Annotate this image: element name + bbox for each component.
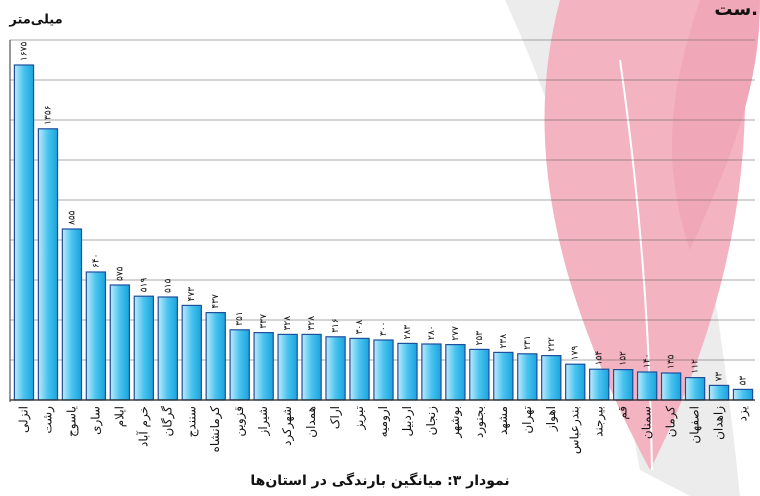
x-tick-label: ایلام xyxy=(112,406,126,427)
value-label: ۳۲۸ xyxy=(307,316,317,331)
value-label: ۵۷۵ xyxy=(115,266,125,281)
x-tick-label: مشهد xyxy=(496,406,510,435)
x-tick-label: سنندج xyxy=(184,406,198,437)
value-label: ۸۵۵ xyxy=(67,210,77,225)
value-label: ۱۳۵۶ xyxy=(43,105,53,125)
x-tick-label: اردبیل xyxy=(400,406,415,437)
value-label: ۱۱۲ xyxy=(691,359,701,374)
x-tick-label: گرگان xyxy=(160,406,175,437)
bar xyxy=(614,370,633,400)
header-fragment: ست. xyxy=(714,0,758,20)
bar xyxy=(254,333,273,400)
x-tick-label: کرمان xyxy=(664,406,679,438)
x-tick-label: ارومیه xyxy=(376,406,391,437)
x-tick-label: بوشهر xyxy=(448,406,463,439)
y-axis-label: میلی‌متر xyxy=(8,13,62,28)
value-label: ۱۳۵ xyxy=(667,354,677,369)
value-label: ۵۳ xyxy=(739,376,749,386)
value-label: ۳۳۷ xyxy=(259,314,269,329)
chart-title: نمودار ۳: میانگین بارندگی در استان‌ها xyxy=(250,472,509,489)
bar xyxy=(422,344,441,400)
x-tick-label: کرمانشاه xyxy=(208,406,223,453)
value-label: ۵۱۹ xyxy=(139,278,149,293)
x-tick-label: ساری xyxy=(88,406,103,435)
value-label: ۲۳۸ xyxy=(499,334,509,349)
bar xyxy=(182,305,201,400)
bar xyxy=(230,330,249,400)
value-label: ۳۰۰ xyxy=(379,321,389,336)
value-label: ۲۷۷ xyxy=(451,326,461,341)
value-label: ۱۷۹ xyxy=(571,346,581,361)
bar xyxy=(398,343,417,400)
bar xyxy=(470,349,489,400)
bar xyxy=(638,372,657,400)
bar xyxy=(278,334,297,400)
bar xyxy=(542,356,561,400)
bar xyxy=(446,345,465,400)
value-label: ۲۸۳ xyxy=(403,325,413,340)
value-label: ۶۴۰ xyxy=(91,253,101,268)
x-tick-label: بیرجند xyxy=(592,406,607,437)
bar xyxy=(685,378,704,400)
bar xyxy=(38,129,57,400)
bar xyxy=(494,352,513,400)
bar xyxy=(158,297,177,400)
page: {"header": {"fragment": "ست."}, "chart_d… xyxy=(0,0,760,496)
x-tick-label: سمنان xyxy=(640,406,654,439)
x-tick-label: شیراز xyxy=(256,406,271,436)
x-tick-label: تبریز xyxy=(352,406,367,431)
x-tick-label: انزلی xyxy=(16,406,31,433)
x-tick-label: یزد xyxy=(736,406,751,421)
x-tick-label: همدان xyxy=(304,406,318,438)
x-tick-label: قم xyxy=(616,406,630,420)
x-tick-label: زنجان xyxy=(424,406,439,436)
bar xyxy=(326,337,345,400)
bar xyxy=(134,296,153,400)
bar xyxy=(302,334,321,400)
x-tick-label: یاسوج xyxy=(64,406,79,437)
bar xyxy=(733,389,752,400)
bar xyxy=(206,313,225,400)
value-label: ۲۵۳ xyxy=(475,331,485,346)
value-label: ۱۵۴ xyxy=(595,351,605,366)
x-tick-label: اراک xyxy=(328,406,343,429)
value-label: ۳۰۸ xyxy=(355,320,365,335)
bar xyxy=(350,338,369,400)
x-tick-label: قزوین xyxy=(232,406,247,437)
value-label: ۱۶۷۵ xyxy=(19,41,29,61)
value-label: ۱۴۰ xyxy=(643,353,653,368)
bar xyxy=(14,65,33,400)
x-tick-label: اصفهان xyxy=(688,406,702,444)
value-label: ۲۲۲ xyxy=(547,337,557,352)
value-label: ۲۳۱ xyxy=(523,335,533,350)
x-tick-label: رشت xyxy=(40,406,55,434)
x-tick-label: بندرعباس xyxy=(568,406,583,454)
value-label: ۳۲۸ xyxy=(283,316,293,331)
value-label: ۲۸۰ xyxy=(427,325,437,340)
x-tick-label: تهران xyxy=(520,406,535,434)
x-tick-label: اهواز xyxy=(544,406,559,432)
bar xyxy=(110,285,129,400)
x-tick-label: خرم آباد xyxy=(135,406,151,447)
value-label: ۱۵۲ xyxy=(619,351,629,366)
bar xyxy=(62,229,81,400)
x-tick-label: زاهدان xyxy=(712,406,727,440)
bar xyxy=(662,373,681,400)
bar xyxy=(518,354,537,400)
value-label: ۳۵۱ xyxy=(235,311,245,326)
x-tick-label: بجنورد xyxy=(472,406,487,438)
bar xyxy=(566,364,585,400)
value-label: ۴۷۳ xyxy=(187,287,197,302)
bar xyxy=(86,272,105,400)
value-label: ۵۱۵ xyxy=(163,278,173,293)
value-label: ۷۳ xyxy=(715,372,725,382)
bar xyxy=(374,340,393,400)
bar xyxy=(590,369,609,400)
value-label: ۴۳۷ xyxy=(211,294,221,309)
bar xyxy=(709,385,728,400)
x-tick-label: شهرکرد xyxy=(280,406,295,446)
chart: ست. میلی‌متر نمودار ۳: میانگین بارندگی د… xyxy=(0,0,760,496)
value-label: ۳۱۶ xyxy=(331,318,341,333)
